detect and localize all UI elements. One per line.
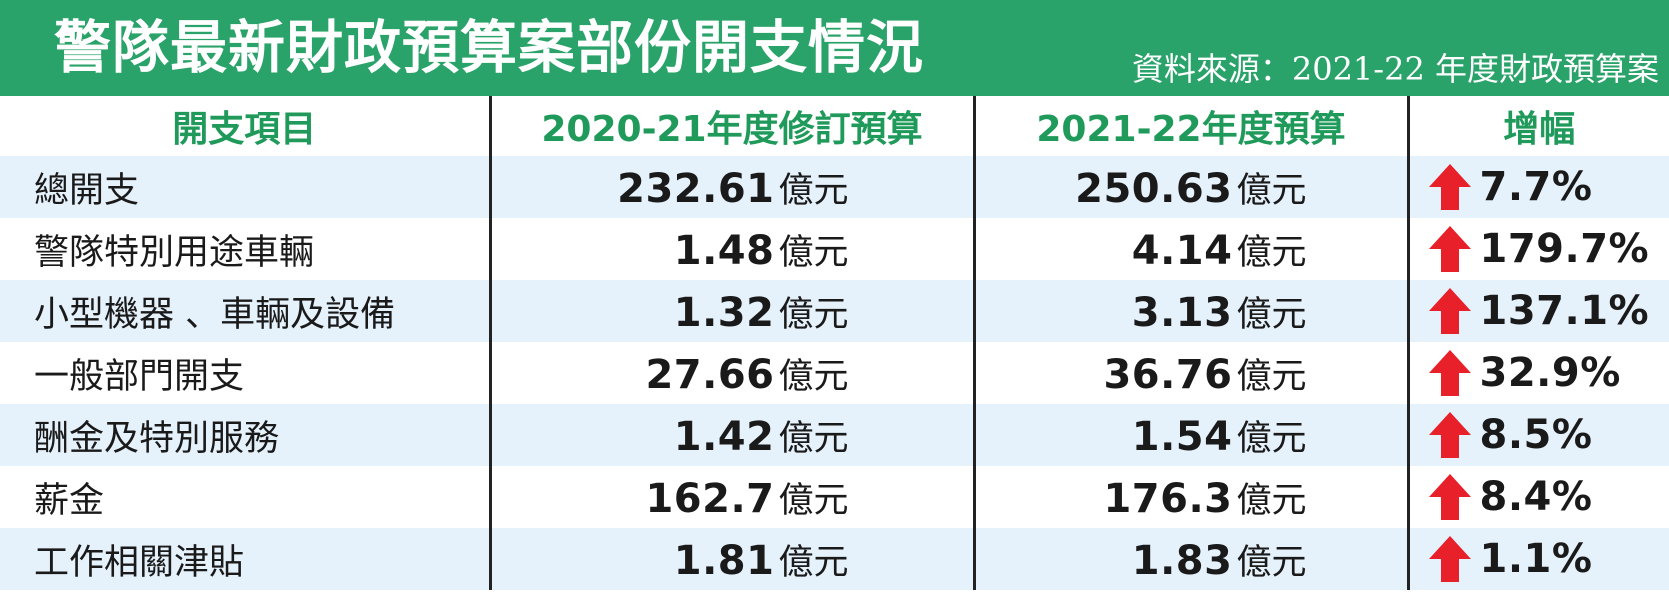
row-item-label: 薪金 — [0, 466, 490, 528]
row-increase: 8.5% — [1406, 404, 1669, 466]
value-number: 162.7 — [645, 475, 775, 522]
value-unit: 億元 — [778, 356, 849, 397]
budget-table: 開支項目 2020-21年度修訂預算 2021-22年度預算 增幅 總開支 232… — [0, 96, 1669, 590]
row-increase: 7.7% — [1406, 156, 1669, 218]
increase-percent: 7.7% — [1479, 164, 1593, 210]
page-title: 警隊最新財政預算案部份開支情況 — [54, 15, 924, 81]
table-row: 警隊特別用途車輛 1.48 億元 4.14 億元 179.7% — [0, 218, 1669, 280]
value-unit: 億元 — [778, 542, 849, 583]
table-header-row: 開支項目 2020-21年度修訂預算 2021-22年度預算 增幅 — [0, 96, 1669, 156]
column-header-increase: 增幅 — [1406, 96, 1669, 156]
value-number: 1.48 — [673, 227, 775, 274]
value-unit: 億元 — [778, 480, 849, 521]
column-header-2021-22: 2021-22年度預算 — [972, 96, 1408, 156]
value-unit: 億元 — [1236, 294, 1307, 335]
table-row: 工作相關津貼 1.81 億元 1.83 億元 1.1% — [0, 528, 1669, 590]
value-number: 1.81 — [673, 537, 775, 584]
value-unit: 億元 — [1236, 232, 1307, 273]
arrow-up-icon — [1428, 226, 1471, 272]
value-unit: 億元 — [1236, 480, 1307, 521]
increase-percent: 179.7% — [1479, 226, 1650, 272]
value-unit: 億元 — [778, 294, 849, 335]
value-number: 1.54 — [1131, 413, 1233, 460]
table-row: 薪金 162.7 億元 176.3 億元 8.4% — [0, 466, 1669, 528]
row-item-label: 一般部門開支 — [0, 342, 490, 404]
table-row: 總開支 232.61 億元 250.63 億元 7.7% — [0, 156, 1669, 218]
table-row: 一般部門開支 27.66 億元 36.76 億元 32.9% — [0, 342, 1669, 404]
value-unit: 億元 — [1236, 542, 1307, 583]
value-number: 232.61 — [617, 165, 775, 212]
row-value-v2: 3.13 億元 — [972, 280, 1408, 342]
source-note: 資料來源：2021-22 年度財政預算案 — [1131, 50, 1659, 88]
row-increase: 1.1% — [1406, 528, 1669, 590]
row-value-v2: 1.83 億元 — [972, 528, 1408, 590]
row-value-v2: 36.76 億元 — [972, 342, 1408, 404]
row-item-label: 總開支 — [0, 156, 490, 218]
arrow-up-icon — [1428, 536, 1471, 582]
row-item-label: 小型機器 、車輛及設備 — [0, 280, 490, 342]
row-increase: 179.7% — [1406, 218, 1669, 280]
arrow-up-icon — [1428, 288, 1471, 334]
row-item-label: 酬金及特別服務 — [0, 404, 490, 466]
value-number: 250.63 — [1075, 165, 1233, 212]
increase-percent: 32.9% — [1479, 350, 1621, 396]
value-number: 1.32 — [673, 289, 775, 336]
arrow-up-icon — [1428, 350, 1471, 396]
value-number: 176.3 — [1103, 475, 1233, 522]
table-row: 小型機器 、車輛及設備 1.32 億元 3.13 億元 137.1% — [0, 280, 1669, 342]
row-item-label: 警隊特別用途車輛 — [0, 218, 490, 280]
row-value-v2: 176.3 億元 — [972, 466, 1408, 528]
increase-percent: 8.4% — [1479, 474, 1593, 520]
value-unit: 億元 — [778, 418, 849, 459]
value-number: 3.13 — [1131, 289, 1233, 336]
value-number: 4.14 — [1131, 227, 1233, 274]
row-value-v2: 1.54 億元 — [972, 404, 1408, 466]
row-item-label: 工作相關津貼 — [0, 528, 490, 590]
value-unit: 億元 — [778, 170, 849, 211]
value-unit: 億元 — [778, 232, 849, 273]
row-value-v1: 1.42 億元 — [488, 404, 974, 466]
row-value-v1: 162.7 億元 — [488, 466, 974, 528]
arrow-up-icon — [1428, 474, 1471, 520]
arrow-up-icon — [1428, 412, 1471, 458]
row-value-v2: 250.63 億元 — [972, 156, 1408, 218]
row-value-v2: 4.14 億元 — [972, 218, 1408, 280]
row-value-v1: 27.66 億元 — [488, 342, 974, 404]
column-header-item: 開支項目 — [0, 96, 490, 156]
value-number: 36.76 — [1103, 351, 1233, 398]
increase-percent: 137.1% — [1479, 288, 1650, 334]
row-value-v1: 1.32 億元 — [488, 280, 974, 342]
column-header-2020-21: 2020-21年度修訂預算 — [488, 96, 974, 156]
row-value-v1: 1.48 億元 — [488, 218, 974, 280]
row-value-v1: 232.61 億元 — [488, 156, 974, 218]
value-number: 1.83 — [1131, 537, 1233, 584]
row-increase: 137.1% — [1406, 280, 1669, 342]
value-number: 1.42 — [673, 413, 775, 460]
value-unit: 億元 — [1236, 170, 1307, 211]
value-unit: 億元 — [1236, 418, 1307, 459]
value-unit: 億元 — [1236, 356, 1307, 397]
row-value-v1: 1.81 億元 — [488, 528, 974, 590]
arrow-up-icon — [1428, 164, 1471, 210]
increase-percent: 1.1% — [1479, 536, 1593, 582]
table-row: 酬金及特別服務 1.42 億元 1.54 億元 8.5% — [0, 404, 1669, 466]
value-number: 27.66 — [645, 351, 775, 398]
row-increase: 32.9% — [1406, 342, 1669, 404]
row-increase: 8.4% — [1406, 466, 1669, 528]
title-banner: 警隊最新財政預算案部份開支情況 資料來源：2021-22 年度財政預算案 — [0, 0, 1669, 96]
table-body: 總開支 232.61 億元 250.63 億元 7.7% 警隊特別用途車輛 1.48 億元 4.1… — [0, 156, 1669, 590]
increase-percent: 8.5% — [1479, 412, 1593, 458]
